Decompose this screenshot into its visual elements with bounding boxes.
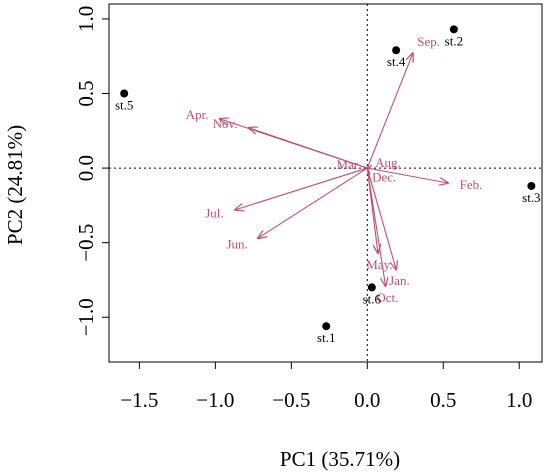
- loading-arrow: [366, 167, 385, 286]
- point-label: st.3: [522, 190, 540, 205]
- loading-arrow: [366, 168, 378, 253]
- arrow-label: Mar.: [336, 157, 360, 172]
- x-tick-label: −1.0: [196, 388, 234, 412]
- point-label: st.4: [387, 54, 406, 69]
- x-tick-label: −1.5: [120, 388, 158, 412]
- y-tick-label: −1.0: [74, 298, 98, 336]
- loading-arrow: [366, 167, 371, 175]
- sample-point: [322, 322, 331, 331]
- sample-point: [392, 46, 401, 55]
- plot-frame: [108, 3, 543, 363]
- arrow-label: Dec.: [372, 170, 396, 185]
- loading-arrow: [235, 167, 368, 210]
- sample-point: [449, 25, 458, 34]
- loading-arrow: [249, 128, 368, 169]
- sample-point: [367, 283, 376, 292]
- loading-arrow: [366, 164, 373, 169]
- arrow-label: May.: [366, 257, 392, 272]
- loading-arrow: [258, 167, 368, 238]
- sample-point: [120, 89, 129, 98]
- x-tick-label: 0.0: [354, 388, 380, 412]
- y-tick-label: 0.5: [74, 80, 98, 106]
- arrow-label: Oct.: [376, 290, 398, 305]
- y-tick-label: 0.0: [74, 155, 98, 181]
- y-tick-label: −0.5: [74, 224, 98, 262]
- loading-arrow: [367, 167, 448, 183]
- arrow-label: Apr.: [186, 107, 209, 122]
- point-label: st.5: [115, 98, 133, 113]
- arrow-label: Nov.: [213, 116, 238, 131]
- sample-point: [527, 181, 536, 190]
- loading-arrow: [363, 166, 368, 169]
- x-tick-label: 0.5: [430, 388, 456, 412]
- x-tick-label: −0.5: [272, 388, 310, 412]
- arrow-label: Feb.: [460, 177, 483, 192]
- loading-arrow: [366, 53, 413, 169]
- arrow-label: Aug.: [375, 155, 401, 170]
- x-axis-title: PC1 (35.71%): [280, 447, 400, 471]
- x-tick-label: 1.0: [506, 388, 532, 412]
- arrow-label: Sep.: [417, 34, 440, 49]
- y-tick-label: 1.0: [74, 6, 98, 32]
- arrow-label: Jun.: [226, 237, 247, 252]
- point-label: st.2: [445, 33, 463, 48]
- point-label: st.6: [363, 291, 382, 306]
- point-label: st.1: [317, 330, 335, 345]
- y-axis-title: PC2 (24.81%): [3, 125, 27, 245]
- arrow-label: Jan.: [389, 273, 410, 288]
- loading-arrow: [366, 167, 396, 269]
- arrow-label: Jul.: [205, 205, 223, 220]
